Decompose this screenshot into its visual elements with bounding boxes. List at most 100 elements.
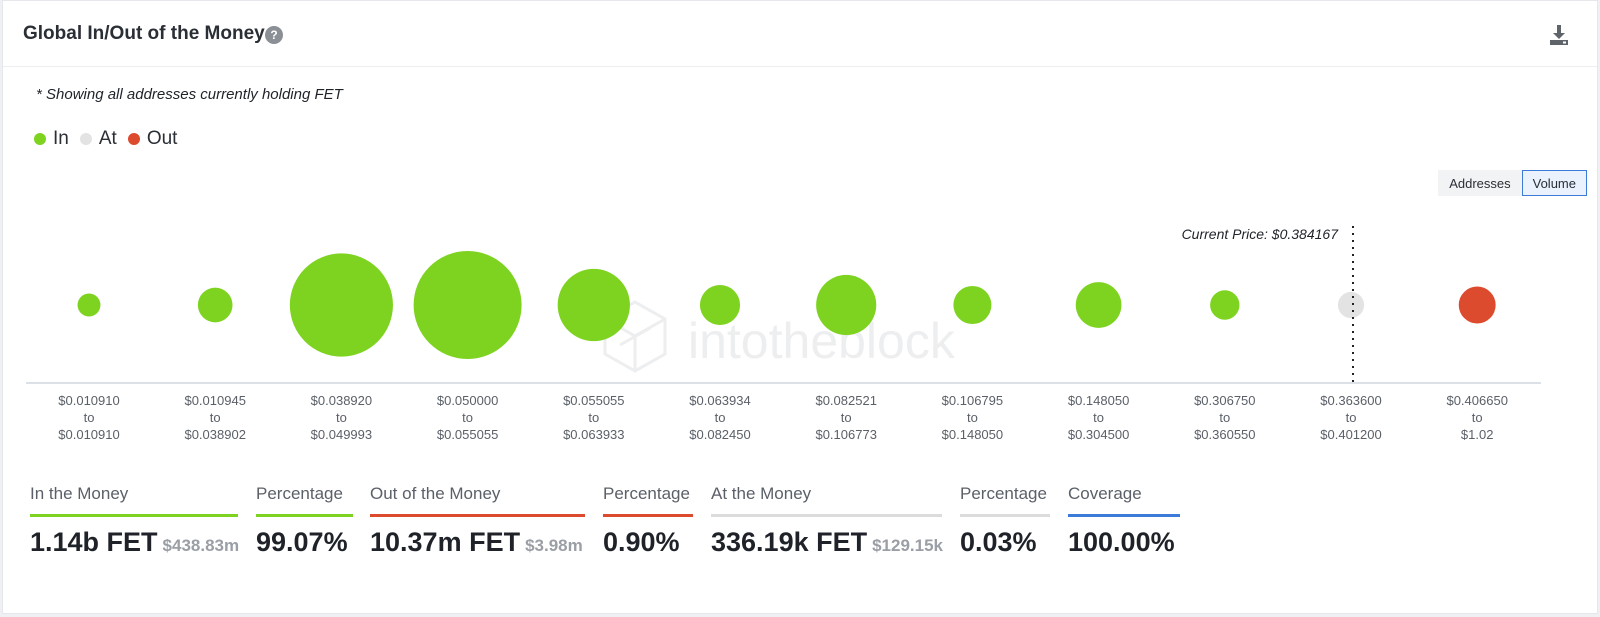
- stat-underline: [711, 514, 942, 517]
- bubble-in[interactable]: [699, 284, 741, 326]
- tick-label-to-word: to: [1346, 410, 1357, 425]
- bubble-in[interactable]: [816, 274, 877, 336]
- tick-label-to: $0.106773: [815, 427, 876, 442]
- legend-label: In: [53, 128, 69, 149]
- tick-label-to-word: to: [462, 410, 473, 425]
- tick-label-from: $0.363600: [1320, 393, 1381, 408]
- stat-usd-value: $438.83m: [162, 536, 240, 555]
- bubble-in[interactable]: [77, 293, 101, 317]
- chart-legend: In At Out: [34, 128, 188, 150]
- tick-label-from: $0.406650: [1446, 393, 1507, 408]
- tick-label-to-word: to: [715, 410, 726, 425]
- download-icon[interactable]: [1547, 23, 1571, 47]
- tick-label-from: $0.038920: [311, 393, 372, 408]
- stat-percentage: Percentage 99.07%: [256, 484, 353, 558]
- bubble-in[interactable]: [197, 287, 233, 323]
- card-header: Global In/Out of the Money ?: [3, 1, 1597, 67]
- stat-value-row: 1.14b FET $438.83m: [30, 527, 240, 558]
- stat-underline: [1068, 514, 1180, 517]
- stat-underline: [370, 514, 585, 517]
- holders-note: * Showing all addresses currently holdin…: [36, 86, 343, 103]
- card-title: Global In/Out of the Money: [23, 23, 265, 44]
- stat-value: 99.07%: [256, 527, 348, 557]
- tick-label-from: $0.082521: [815, 393, 876, 408]
- tick-label-to-word: to: [1219, 410, 1230, 425]
- tick-label-from: $0.010910: [58, 393, 119, 408]
- tick-label-to-word: to: [210, 410, 221, 425]
- stat-percentage: Percentage 0.90%: [603, 484, 693, 558]
- tick-label-from: $0.063934: [689, 393, 750, 408]
- volume-button[interactable]: Volume: [1521, 170, 1587, 196]
- tick-label-to: $0.063933: [563, 427, 624, 442]
- tick-label-to: $0.148050: [942, 427, 1003, 442]
- stat-value: 100.00%: [1068, 527, 1175, 557]
- stat-value-row: 336.19k FET $129.15k: [711, 527, 943, 558]
- stat-label: Percentage: [603, 484, 690, 503]
- stat-value-row: 0.90%: [603, 527, 693, 558]
- stat-label: In the Money: [30, 484, 129, 503]
- tick-label-to-word: to: [967, 410, 978, 425]
- stat-in-the-money: In the Money 1.14b FET $438.83m: [30, 484, 240, 558]
- tick-label-from: $0.055055: [563, 393, 624, 408]
- tick-label-from: $0.306750: [1194, 393, 1255, 408]
- tick-label-to-word: to: [841, 410, 852, 425]
- stat-value: 336.19k FET: [711, 527, 868, 557]
- bubble-in[interactable]: [953, 285, 992, 325]
- tick-label-to: $0.038902: [184, 427, 245, 442]
- tick-label-to-word: to: [84, 410, 95, 425]
- legend-item-out[interactable]: Out: [127, 128, 178, 150]
- tick-label-to-word: to: [1472, 410, 1483, 425]
- bubble-in[interactable]: [557, 268, 630, 342]
- legend-item-in[interactable]: In: [34, 128, 69, 150]
- tick-label-to: $0.049993: [311, 427, 372, 442]
- stat-value-row: 99.07%: [256, 527, 353, 558]
- legend-dot-icon: [34, 133, 46, 145]
- tick-label-to: $0.010910: [58, 427, 119, 442]
- stat-label: Percentage: [256, 484, 343, 503]
- stat-value: 0.03%: [960, 527, 1037, 557]
- tick-label-from: $0.106795: [942, 393, 1003, 408]
- tick-label-to: $0.360550: [1194, 427, 1255, 442]
- watermark: intotheblock: [603, 300, 956, 373]
- stat-value-row: 10.37m FET $3.98m: [370, 527, 585, 558]
- stat-underline: [603, 514, 693, 517]
- tick-label-to-word: to: [1093, 410, 1104, 425]
- stat-value-row: 0.03%: [960, 527, 1050, 558]
- bubble-in[interactable]: [1210, 290, 1240, 320]
- tick-label-to: $0.055055: [437, 427, 498, 442]
- bubble-at[interactable]: [1337, 291, 1365, 319]
- addresses-button[interactable]: Addresses: [1438, 170, 1522, 196]
- tick-label-to: $0.401200: [1320, 427, 1381, 442]
- bubble-in[interactable]: [413, 251, 522, 359]
- tick-label-to-word: to: [588, 410, 599, 425]
- stat-usd-value: $3.98m: [525, 536, 583, 555]
- legend-dot-icon: [79, 133, 92, 145]
- legend-label: Out: [146, 128, 178, 149]
- stat-at-the-money: At the Money 336.19k FET $129.15k: [711, 484, 943, 558]
- stat-label: Coverage: [1068, 484, 1142, 503]
- tick-label-to: $0.082450: [689, 427, 750, 442]
- stat-label: At the Money: [711, 484, 812, 503]
- question-circle-icon[interactable]: ?: [265, 26, 283, 44]
- stat-value: 10.37m FET: [370, 527, 521, 557]
- legend-label: At: [98, 128, 117, 149]
- bubble-in[interactable]: [289, 253, 393, 357]
- stat-label: Out of the Money: [370, 484, 501, 503]
- stat-underline: [30, 514, 238, 517]
- legend-item-at[interactable]: At: [79, 128, 117, 150]
- stat-underline: [960, 514, 1050, 517]
- tick-label-to: $1.02: [1461, 427, 1494, 442]
- tick-label-from: $0.148050: [1068, 393, 1129, 408]
- stat-coverage: Coverage 100.00%: [1068, 484, 1180, 558]
- tick-label-to-word: to: [336, 410, 347, 425]
- stat-value: 1.14b FET: [30, 527, 158, 557]
- tick-label-from: $0.010945: [184, 393, 245, 408]
- tick-label-from: $0.050000: [437, 393, 498, 408]
- bubble-in[interactable]: [1075, 282, 1122, 328]
- stat-label: Percentage: [960, 484, 1047, 503]
- stat-out-of-the-money: Out of the Money 10.37m FET $3.98m: [370, 484, 585, 558]
- legend-dot-icon: [127, 133, 140, 145]
- stat-value: 0.90%: [603, 527, 680, 557]
- bubble-out[interactable]: [1458, 286, 1496, 324]
